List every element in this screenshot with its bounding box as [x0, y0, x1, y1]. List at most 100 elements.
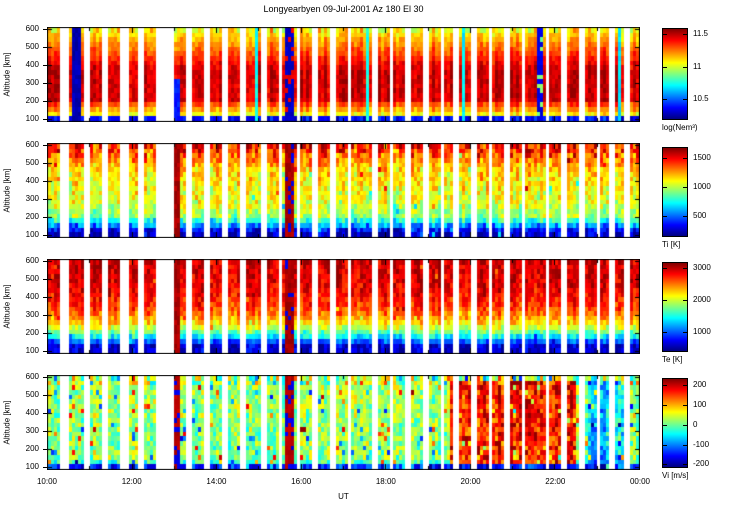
- colorbar-gradient: [662, 28, 688, 120]
- x-axis-tick-labels: 10:00 12:00 14:00 16:00 18:00 20:00 22:00 00:00: [37, 477, 650, 488]
- colorbar-tick-mark: [683, 405, 687, 406]
- y-tick-label: 200: [25, 212, 39, 222]
- colorbar-gradient: [662, 262, 688, 352]
- colorbar-tick-label: 100: [693, 400, 707, 409]
- y-tick-label: 400: [25, 59, 39, 69]
- y-tick-label: 200: [25, 328, 39, 338]
- panel-electron-temperature: Altitude [km] 100 200 300 400 500 600: [3, 256, 640, 355]
- heatmap-ion-temperature: [47, 143, 640, 238]
- colorbar-tick-mark: [683, 425, 687, 426]
- colorbar-tick-mark: [663, 67, 667, 68]
- x-tick-label: 14:00: [206, 477, 227, 486]
- y-tick-label: 600: [25, 139, 39, 149]
- y-tick-mark: [43, 395, 47, 396]
- colorbar-tick-mark: [683, 464, 687, 465]
- colorbar-tick-mark: [663, 268, 667, 269]
- y-tick-mark: [43, 235, 47, 236]
- y-tick-mark: [43, 315, 47, 316]
- heatmap-electron-temperature: [47, 259, 640, 354]
- y-tick-label: 500: [25, 389, 39, 399]
- colorbar-tick-label: 200: [693, 380, 707, 389]
- y-tick-mark: [43, 449, 47, 450]
- colorbar-tick-label: -200: [693, 459, 710, 468]
- colorbar-tick-mark: [663, 216, 667, 217]
- y-tick-mark: [43, 431, 47, 432]
- colorbar-tick-label: 500: [693, 211, 707, 220]
- colorbar-tick-label: 11: [693, 62, 702, 71]
- y-axis-ticks: 100 200 300 400 500 600: [20, 139, 47, 239]
- y-tick-label: 200: [25, 96, 39, 106]
- y-axis-ticks: 100 200 300 400 500 600: [20, 23, 47, 123]
- colorbar-tick-mark: [663, 445, 667, 446]
- y-tick-label: 300: [25, 194, 39, 204]
- y-tick-mark: [43, 351, 47, 352]
- y-tick-label: 200: [25, 444, 39, 454]
- colorbar-tick-mark: [663, 425, 667, 426]
- y-tick-label: 500: [25, 157, 39, 167]
- heatmap-ion-velocity: [47, 375, 640, 470]
- colorbar-tick-mark: [683, 445, 687, 446]
- y-tick-mark: [43, 199, 47, 200]
- x-tick-label: 00:00: [629, 477, 651, 486]
- colorbar-label: Ti [K]: [662, 240, 681, 249]
- colorbar-ion-velocity: 200 100 0 -100 -200 Vi [m/s]: [662, 378, 709, 480]
- colorbar-tick-mark: [683, 385, 687, 386]
- y-axis-label-text: Altitude [km]: [2, 400, 12, 445]
- colorbar-tick-label: 3000: [693, 263, 711, 272]
- y-tick-mark: [43, 181, 47, 182]
- y-tick-mark: [43, 163, 47, 164]
- y-tick-mark: [43, 333, 47, 334]
- y-tick-label: 300: [25, 78, 39, 88]
- y-tick-mark: [43, 217, 47, 218]
- colorbar-tick-mark: [663, 385, 667, 386]
- colorbar-tick-mark: [683, 300, 687, 301]
- y-axis-label: Altitude [km]: [1, 143, 13, 238]
- y-tick-mark: [43, 467, 47, 468]
- y-tick-label: 100: [25, 346, 39, 356]
- colorbar-tick-mark: [663, 34, 667, 35]
- y-axis-ticks: 100 200 300 400 500 600: [20, 255, 47, 356]
- x-axis-title: UT: [338, 492, 349, 501]
- y-tick-label: 600: [25, 371, 39, 381]
- y-axis-label: Altitude [km]: [1, 27, 13, 122]
- heatmap-electron-density: [47, 27, 640, 122]
- y-tick-label: 400: [25, 175, 39, 185]
- y-tick-mark: [43, 101, 47, 102]
- x-tick-label: 22:00: [545, 477, 566, 486]
- colorbar-tick-mark: [663, 464, 667, 465]
- panel-ion-velocity: Altitude [km] 100 200 300 400 500 600: [3, 372, 640, 471]
- colorbar-tick-mark: [663, 158, 667, 159]
- colorbar-tick-mark: [663, 405, 667, 406]
- colorbar-electron-density: 11.5 11 10.5 log(Nem³): [662, 28, 709, 132]
- figure-title: Longyearbyen 09-Jul-2001 Az 180 El 30: [263, 4, 424, 14]
- y-tick-label: 300: [25, 310, 39, 320]
- y-axis-label-text: Altitude [km]: [2, 52, 12, 97]
- colorbar-ion-temperature: 1500 1000 500 Ti [K]: [662, 147, 711, 249]
- colorbar-tick-label: 1500: [693, 153, 711, 162]
- colorbar-tick-label: 10.5: [693, 94, 709, 103]
- y-tick-mark: [43, 29, 47, 30]
- colorbar-label: Te [K]: [662, 355, 683, 364]
- colorbar-tick-mark: [663, 99, 667, 100]
- colorbar-tick-mark: [683, 332, 687, 333]
- y-axis-label-text: Altitude [km]: [2, 284, 12, 329]
- y-tick-label: 600: [25, 255, 39, 265]
- panel-ion-temperature: Altitude [km] 100 200 300 400 500 600: [3, 140, 640, 239]
- x-tick-label: 10:00: [36, 477, 58, 486]
- x-tick-label: 18:00: [375, 477, 396, 486]
- y-tick-label: 500: [25, 41, 39, 51]
- y-tick-mark: [43, 83, 47, 84]
- colorbar-tick-mark: [683, 99, 687, 100]
- colorbar-tick-mark: [683, 187, 687, 188]
- y-tick-label: 500: [25, 273, 39, 283]
- y-tick-mark: [43, 377, 47, 378]
- y-axis-ticks: 100 200 300 400 500 600: [20, 371, 47, 471]
- colorbar-label: Vi [m/s]: [662, 471, 689, 480]
- x-tick-label: 20:00: [460, 477, 481, 486]
- y-axis-label-text: Altitude [km]: [2, 168, 12, 213]
- y-tick-label: 600: [25, 23, 39, 33]
- colorbar-tick-label: 1000: [693, 327, 711, 336]
- y-axis-label: Altitude [km]: [1, 259, 13, 354]
- colorbar-tick-label: -100: [693, 440, 710, 449]
